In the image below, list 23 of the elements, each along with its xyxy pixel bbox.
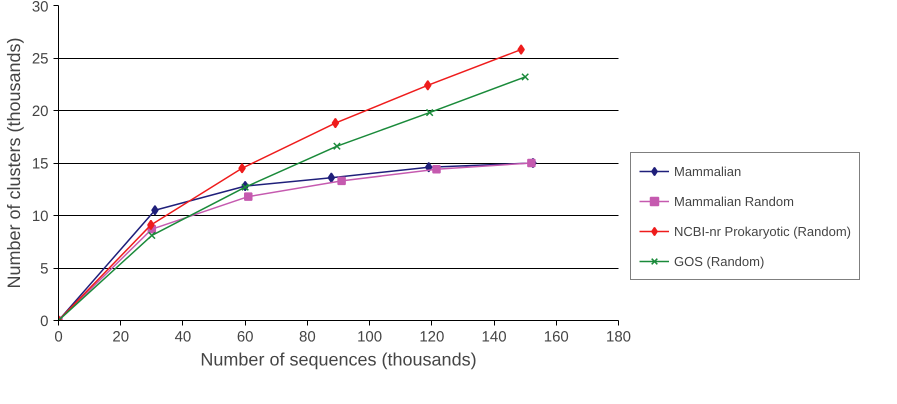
y-tick-label: 5	[40, 260, 48, 278]
legend-label: GOS (Random)	[674, 254, 764, 268]
y-tick-label: 0	[40, 313, 48, 330]
x-tick-label: 40	[174, 328, 192, 346]
x-axis-title: Number of sequences (thousands)	[200, 350, 477, 370]
x-tick-label: 20	[112, 328, 130, 346]
y-tick-label: 30	[32, 0, 49, 16]
legend-label: Mammalian	[674, 164, 742, 178]
y-tick-label: 10	[32, 208, 49, 225]
x-tick-label: 0	[54, 328, 63, 346]
y-tick-label: 25	[32, 50, 49, 68]
x-tick-label: 60	[236, 328, 254, 346]
x-tick-label: 140	[482, 328, 507, 346]
x-tick-label: 180	[606, 328, 632, 346]
legend-label: NCBI-nr Prokaryotic (Random)	[674, 224, 851, 238]
x-tick-label: 80	[299, 328, 316, 346]
legend-label: Mammalian Random	[674, 194, 794, 208]
y-tick-label: 20	[32, 103, 49, 120]
y-tick-label: 15	[32, 156, 49, 172]
x-tick-label: 160	[544, 328, 569, 346]
y-axis-title: Number of clusters (thousands)	[4, 37, 24, 289]
x-tick-label: 120	[419, 328, 444, 346]
x-tick-label: 100	[357, 328, 382, 346]
